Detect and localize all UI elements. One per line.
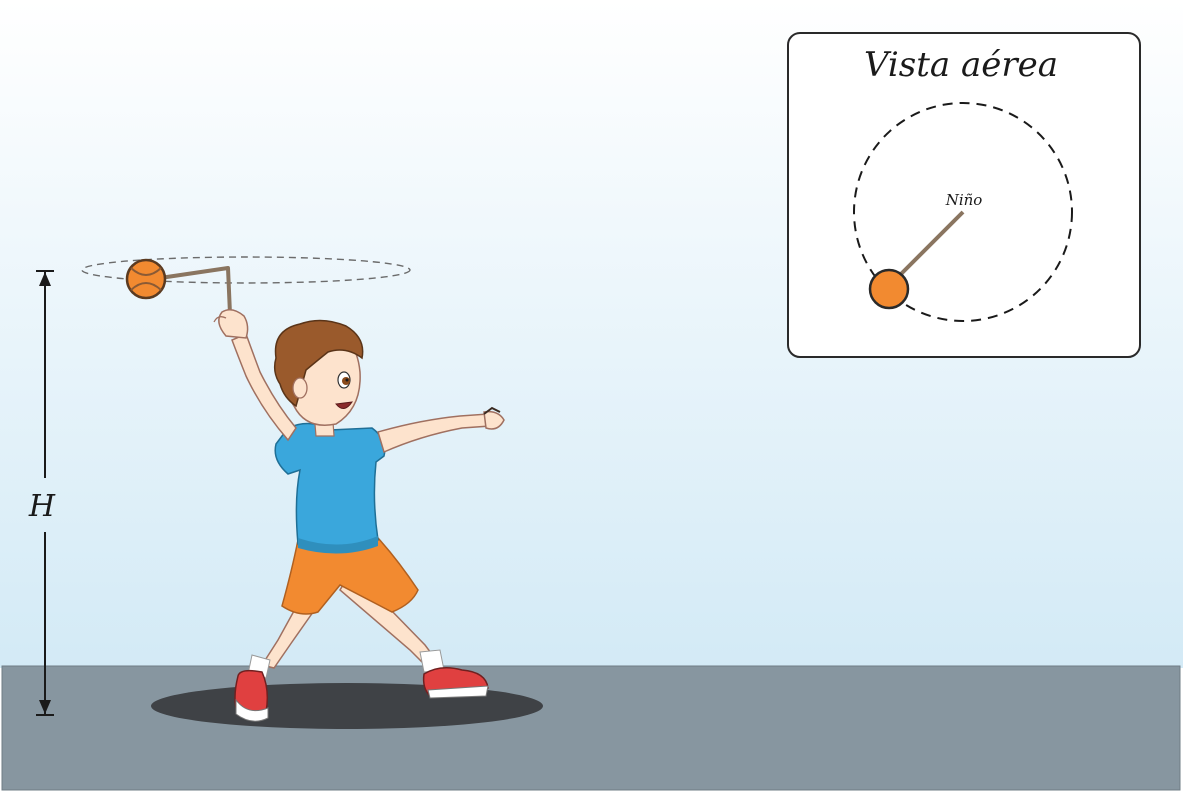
ball [125, 258, 167, 300]
ball-orbit-path [81, 256, 411, 284]
aerial-ball [868, 268, 910, 310]
left-shoe [234, 669, 269, 722]
aerial-string [891, 210, 965, 284]
right-shoe [422, 667, 489, 699]
height-dimension [36, 270, 54, 716]
arrow-down-icon [39, 700, 51, 714]
ball-string [159, 266, 232, 315]
aerial-orbit-circle [853, 102, 1073, 322]
aerial-view-panel: Vista aérea Niño [787, 32, 1141, 358]
arrow-up-icon [39, 272, 51, 286]
aerial-view-title: Vista aérea [864, 45, 1058, 85]
child-label: Niño [945, 191, 983, 209]
child-figure [213, 309, 505, 722]
height-label: H [28, 489, 56, 524]
ground [1, 665, 1181, 791]
